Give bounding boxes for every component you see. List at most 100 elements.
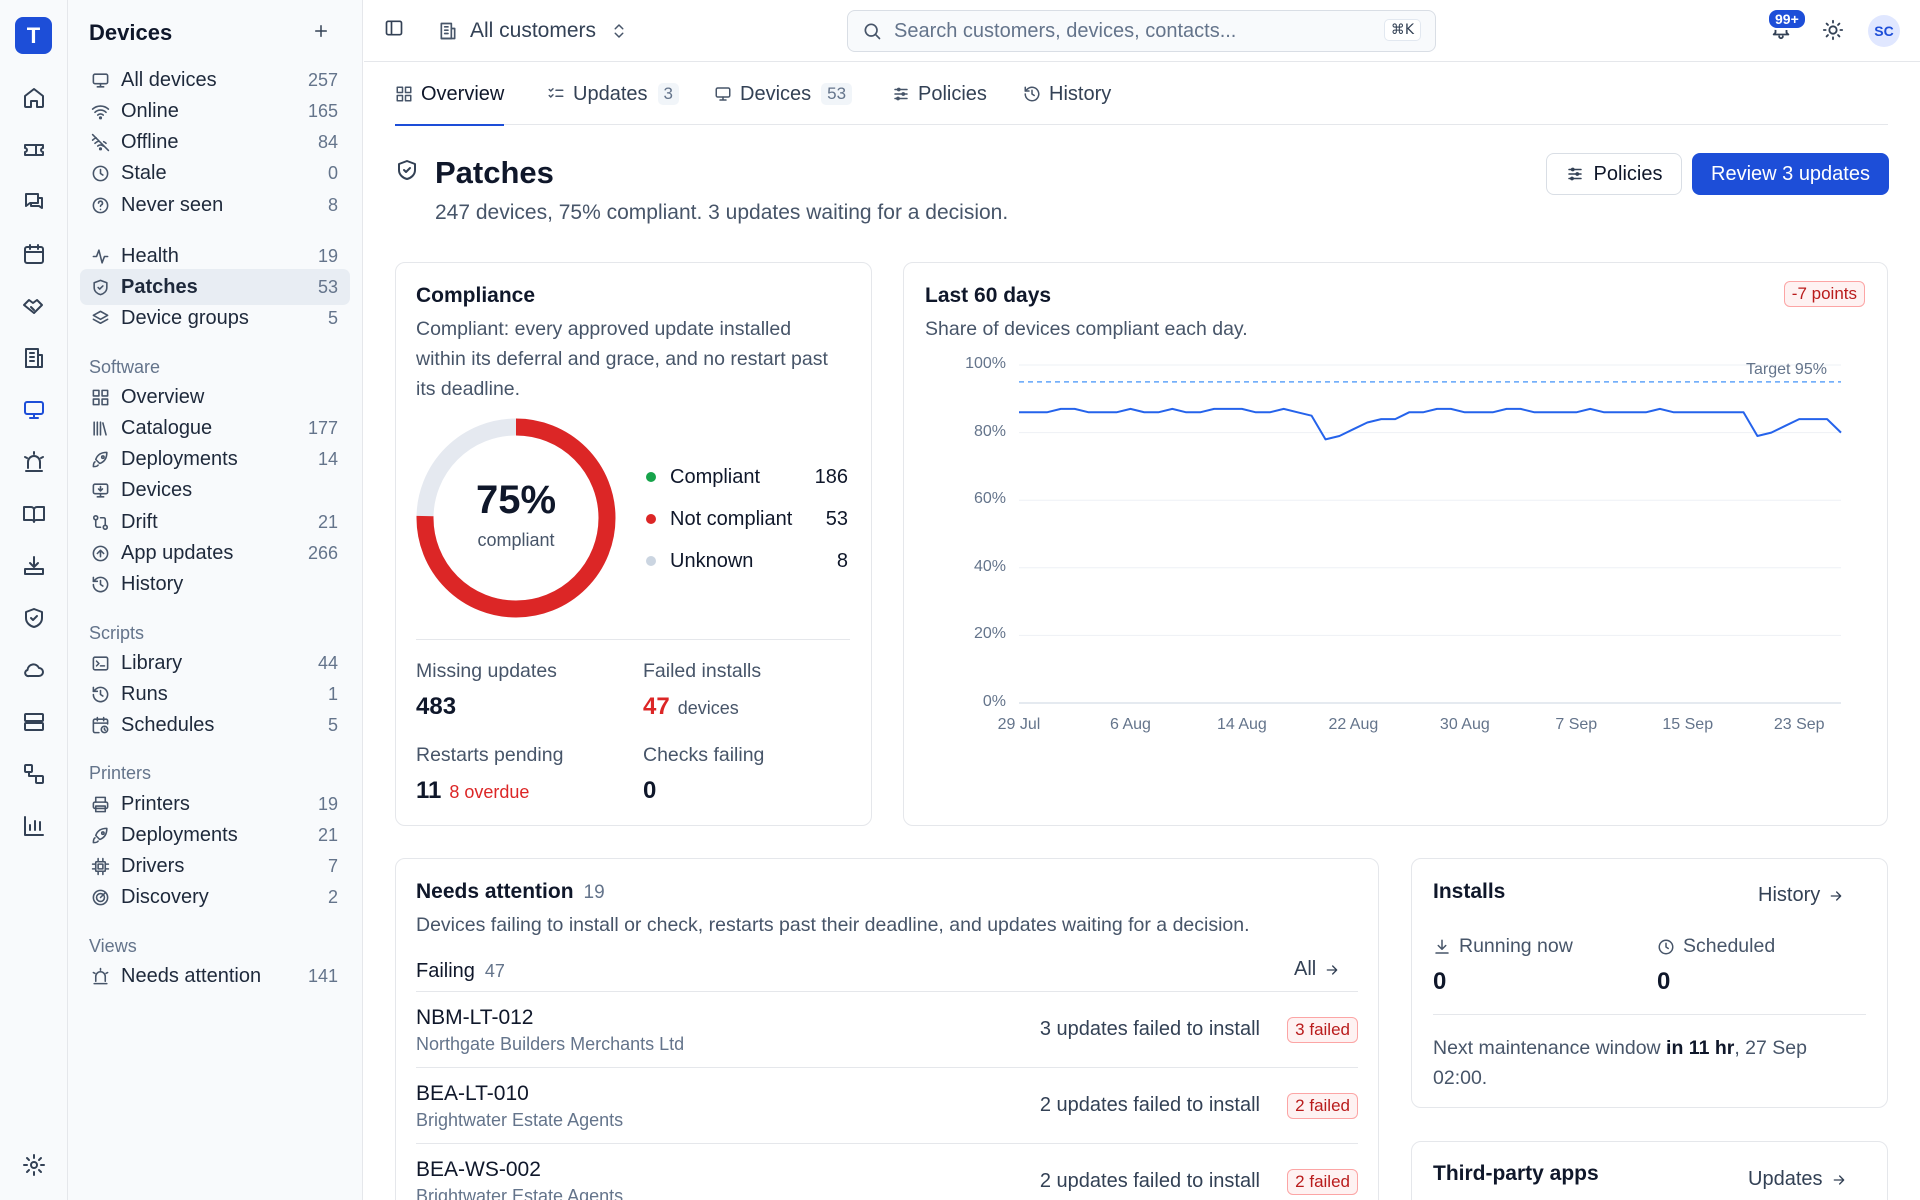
x-tick-label: 15 Sep xyxy=(1662,716,1714,733)
sidebar-item-label: Offline xyxy=(121,131,179,154)
failing-group-header: Failing 47 xyxy=(416,960,505,983)
shield-check-icon[interactable] xyxy=(14,598,54,638)
device-name: BEA-LT-010 xyxy=(416,1082,529,1105)
monitor-icon xyxy=(89,69,111,91)
customer-selector[interactable]: All customers xyxy=(438,14,628,48)
sidebar-item-runs[interactable]: Runs 1 xyxy=(80,676,350,712)
history-icon xyxy=(89,574,111,596)
monitor-icon[interactable] xyxy=(14,390,54,430)
legend-label: Compliant xyxy=(670,465,761,488)
table-row[interactable]: NBM-LT-012 Northgate Builders Merchants L… xyxy=(416,991,1358,1067)
sidebar-item-catalogue[interactable]: Catalogue 177 xyxy=(80,410,350,446)
sidebar-toggle-icon[interactable] xyxy=(384,18,404,38)
search-placeholder: Search customers, devices, contacts... xyxy=(894,19,1237,42)
tab-overview[interactable]: Overview xyxy=(395,63,505,126)
sidebar-item-drivers[interactable]: Drivers 7 xyxy=(80,849,350,885)
bar-chart-icon[interactable] xyxy=(14,806,54,846)
sidebar-item-history[interactable]: History xyxy=(80,567,350,603)
third-party-updates-link[interactable]: Updates xyxy=(1748,1168,1847,1191)
sidebar-item-label: Never seen xyxy=(121,193,224,216)
calendar-clock-icon xyxy=(89,715,111,737)
server-icon[interactable] xyxy=(14,702,54,742)
home-icon[interactable] xyxy=(14,78,54,118)
sidebar-item-never-seen[interactable]: Never seen 8 xyxy=(80,187,350,223)
sidebar-item-label: Online xyxy=(121,99,179,122)
sidebar-item-count: 14 xyxy=(317,449,338,470)
sidebar-item-library[interactable]: Library 44 xyxy=(80,645,350,681)
user-avatar[interactable]: SC xyxy=(1868,15,1900,47)
sidebar-item-count: 5 xyxy=(327,308,338,329)
history-link-label: History xyxy=(1758,884,1821,906)
legend-dot xyxy=(646,472,656,482)
sidebar-item-all-devices[interactable]: All devices 257 xyxy=(80,62,350,98)
sidebar-item-devices[interactable]: Devices xyxy=(80,473,350,509)
sidebar-item-schedules[interactable]: Schedules 5 xyxy=(80,708,350,744)
failed-badge: 2 failed xyxy=(1287,1093,1358,1119)
theme-sun-icon[interactable] xyxy=(1822,19,1844,41)
failed-installs-label: Failed installs xyxy=(643,660,762,682)
sidebar-item-label: Device groups xyxy=(121,307,249,330)
cloud-icon[interactable] xyxy=(14,650,54,690)
messages-icon[interactable] xyxy=(14,182,54,222)
tab-count: 3 xyxy=(657,83,679,105)
review-updates-button[interactable]: Review 3 updates xyxy=(1692,153,1889,195)
table-row[interactable]: BEA-WS-002 Brightwater Estate Agents 2 upd… xyxy=(416,1143,1358,1200)
tab-history[interactable]: History xyxy=(1023,63,1111,125)
table-row[interactable]: BEA-LT-010 Brightwater Estate Agents 2 upd… xyxy=(416,1067,1358,1143)
y-tick-label: 60% xyxy=(973,490,1006,508)
failing-count: 47 xyxy=(484,961,505,981)
y-tick-label: 40% xyxy=(973,557,1006,575)
search-input[interactable]: Search customers, devices, contacts... ⌘… xyxy=(847,10,1436,52)
calendar-icon[interactable] xyxy=(14,234,54,274)
sidebar-item-app-updates[interactable]: App updates 266 xyxy=(80,536,350,572)
sidebar-item-needs-attention[interactable]: Needs attention 141 xyxy=(80,958,350,994)
needs-attention-header: Needs attention 19 xyxy=(416,880,605,904)
all-failing-link[interactable]: All xyxy=(1294,958,1340,981)
search-icon xyxy=(862,21,882,41)
handshake-icon[interactable] xyxy=(14,286,54,326)
tab-updates[interactable]: Updates 3 xyxy=(547,63,679,125)
sidebar-item-label: Devices xyxy=(121,479,193,502)
maintenance-window-text: Next maintenance window in 11 hr, 27 Sep… xyxy=(1433,1033,1863,1093)
sidebar-item-label: Health xyxy=(121,244,179,267)
installs-history-link[interactable]: History xyxy=(1758,884,1844,907)
notifications-badge: 99+ xyxy=(1767,8,1807,30)
sidebar-item-discovery[interactable]: Discovery 2 xyxy=(80,880,350,916)
ticket-icon[interactable] xyxy=(14,130,54,170)
y-tick-label: 0% xyxy=(982,693,1006,710)
building-icon[interactable] xyxy=(14,338,54,378)
sidebar-item-deployments[interactable]: Deployments 14 xyxy=(80,442,350,478)
sidebar-item-printers[interactable]: Printers 19 xyxy=(80,786,350,822)
donut-arc xyxy=(416,418,616,618)
sidebar-item-label: Drivers xyxy=(121,855,185,878)
tab-devices[interactable]: Devices 53 xyxy=(714,63,853,125)
sidebar-item-drift[interactable]: Drift 21 xyxy=(80,504,350,540)
updates-link-label: Updates xyxy=(1748,1168,1823,1190)
sidebar-item-label: Patches xyxy=(121,275,198,298)
settings-gear-icon[interactable] xyxy=(14,1145,54,1185)
sidebar-item-stale[interactable]: Stale 0 xyxy=(80,156,350,192)
sidebar-item-online[interactable]: Online 165 xyxy=(80,93,350,129)
sidebar-item-deployments[interactable]: Deployments 21 xyxy=(80,817,350,853)
siren-icon[interactable] xyxy=(14,442,54,482)
device-org: Brightwater Estate Agents xyxy=(416,1186,624,1200)
workflow-icon[interactable] xyxy=(14,754,54,794)
download-tray-icon[interactable] xyxy=(14,546,54,586)
sidebar-item-overview[interactable]: Overview xyxy=(80,379,350,415)
policies-button[interactable]: Policies xyxy=(1546,153,1682,195)
arrow-right-icon xyxy=(1324,962,1340,978)
maintenance-prefix: Next maintenance window xyxy=(1433,1037,1667,1059)
app-logo[interactable]: T xyxy=(15,17,52,54)
sidebar-section-scripts: Scripts xyxy=(89,623,145,643)
device-name: BEA-WS-002 xyxy=(416,1158,541,1181)
sidebar-item-offline[interactable]: Offline 84 xyxy=(80,125,350,161)
book-icon[interactable] xyxy=(14,494,54,534)
sidebar-item-patches[interactable]: Patches 53 xyxy=(80,269,350,306)
add-icon[interactable] xyxy=(306,16,336,46)
compliance-card xyxy=(395,262,872,826)
trend-description: Share of devices compliant each day. xyxy=(925,318,1248,340)
compliance-title: Compliance xyxy=(416,284,536,307)
tab-policies[interactable]: Policies xyxy=(892,63,987,125)
sidebar-item-health[interactable]: Health 19 xyxy=(80,238,350,274)
sidebar-item-device-groups[interactable]: Device groups 5 xyxy=(80,301,350,337)
